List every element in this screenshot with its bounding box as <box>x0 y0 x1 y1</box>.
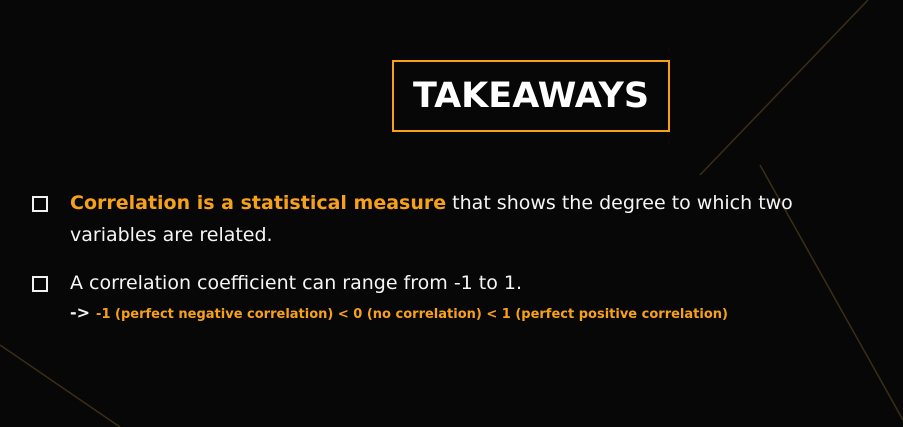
arrow-text: -> <box>70 303 91 322</box>
checkbox-icon <box>32 276 48 292</box>
bullet-text: Correlation is a statistical measure tha… <box>70 187 860 251</box>
title-box: TAKEAWAYS <box>392 60 670 132</box>
range-detail: -1 (perfect negative correlation) < 0 (n… <box>96 307 728 322</box>
body-text: A correlation coefficient can range from… <box>70 272 523 294</box>
body-text: that shows the degree to which two varia… <box>70 192 793 246</box>
decorative-line-bottom-left <box>0 344 121 427</box>
bullet-text: A correlation coefficient can range from… <box>70 267 860 299</box>
highlight-text: Correlation is a statistical measure <box>70 192 447 214</box>
slide-title: TAKEAWAYS <box>412 76 650 116</box>
range-line: -> -1 (perfect negative correlation) < 0 … <box>70 303 870 322</box>
decorative-line-top-right <box>699 0 869 176</box>
decorative-line-right <box>759 164 903 421</box>
checkbox-icon <box>32 196 48 212</box>
